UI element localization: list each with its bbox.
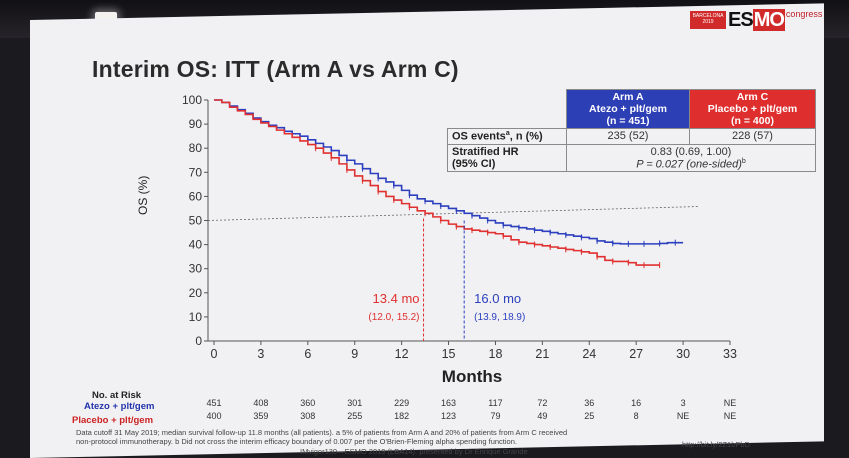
risk-count: 360 — [300, 398, 316, 408]
footnote-3: IMvigor130—ESMO 2019 (LBA14): presented … — [300, 447, 528, 456]
logo-name-hl: MO — [752, 8, 785, 31]
x-tick-label: 9 — [351, 347, 358, 361]
risk-count: NE — [723, 411, 737, 421]
risk-count: 255 — [347, 411, 363, 421]
atezo-median-label: 16.0 mo — [474, 291, 521, 306]
risk-count: 36 — [584, 398, 595, 408]
risk-count: NE — [676, 411, 690, 421]
y-tick-label: 60 — [189, 189, 203, 203]
risk-arm-c-label: Placebo + plt/gem — [72, 415, 154, 426]
x-tick-label: 6 — [304, 347, 311, 361]
risk-count: 359 — [253, 411, 269, 421]
logo-badge: BARCELONA 2019 — [690, 11, 726, 29]
risk-count: 301 — [347, 398, 363, 408]
x-tick-label: 12 — [395, 347, 409, 361]
risk-arm-a-label: Atezo + plt/gem — [84, 401, 155, 412]
risk-count: 123 — [441, 411, 457, 421]
x-tick-label: 33 — [723, 347, 737, 361]
placebo-median-label: 13.4 mo — [373, 291, 420, 306]
placebo-median-ci: (12.0, 15.2) — [368, 312, 419, 323]
y-tick-label: 0 — [195, 334, 202, 348]
risk-count: 182 — [394, 411, 410, 421]
footnote-url: http://bit.ly/2Z1bPbD — [682, 440, 750, 449]
os-events-arm-c: 228 (57) — [689, 128, 816, 145]
os-events-arm-a: 235 (52) — [566, 128, 690, 145]
ceiling-light — [95, 12, 117, 22]
risk-table-header: No. at Risk — [92, 390, 142, 401]
risk-count: 49 — [537, 411, 548, 421]
x-tick-label: 18 — [489, 347, 503, 361]
footnote-2: non-protocol immunotherapy. b Did not cr… — [76, 437, 517, 446]
risk-count: 308 — [300, 411, 316, 421]
risk-count: 16 — [631, 398, 642, 408]
median-reference-line — [207, 206, 699, 221]
risk-count: 117 — [488, 398, 503, 408]
x-tick-label: 24 — [582, 347, 596, 361]
hr-value: 0.83 (0.69, 1.00) P = 0.027 (one-sided)b — [566, 143, 816, 173]
risk-count: 400 — [206, 411, 222, 421]
risk-count: 8 — [633, 411, 639, 421]
y-tick-label: 30 — [189, 262, 203, 276]
atezo-median-ci: (13.9, 18.9) — [474, 312, 525, 323]
arm-c-header: Arm C Placebo + plt/gem (n = 400) — [689, 89, 816, 129]
slide-title: Interim OS: ITT (Arm A vs Arm C) — [92, 56, 459, 82]
risk-count: 408 — [253, 398, 269, 408]
x-tick-label: 3 — [257, 347, 264, 361]
risk-count: 163 — [441, 398, 457, 408]
y-tick-label: 20 — [189, 286, 203, 300]
y-tick-label: 40 — [189, 238, 203, 252]
y-tick-label: 80 — [189, 141, 203, 155]
risk-count: 3 — [680, 398, 686, 408]
os-events-label: OS eventsa, n (%) — [447, 128, 567, 145]
placebo-survival-curve — [214, 99, 660, 266]
x-tick-label: 15 — [442, 347, 456, 361]
risk-count: 79 — [490, 411, 501, 421]
y-tick-label: 100 — [182, 93, 202, 107]
logo-name-pre: ES — [728, 8, 754, 31]
hr-label: Stratified HR (95% CI) — [447, 143, 567, 173]
x-tick-label: 27 — [629, 347, 643, 361]
risk-count: NE — [723, 398, 737, 408]
summary-table: Arm A Atezo + plt/gem (n = 451) Arm C Pl… — [447, 89, 816, 173]
y-tick-label: 10 — [189, 310, 203, 324]
risk-count: 25 — [584, 411, 595, 421]
logo-suffix: congress — [785, 9, 823, 19]
x-axis-label: Months — [442, 367, 502, 386]
x-tick-label: 0 — [211, 347, 218, 361]
y-tick-label: 50 — [189, 214, 203, 228]
risk-count: 229 — [394, 398, 410, 408]
arm-a-header: Arm A Atezo + plt/gem (n = 451) — [566, 89, 690, 129]
footnote-1: Data cutoff 31 May 2019; median survival… — [76, 428, 568, 437]
x-tick-label: 21 — [535, 347, 549, 361]
y-tick-label: 70 — [189, 165, 203, 179]
x-tick-label: 30 — [676, 347, 690, 361]
esmo-logo: BARCELONA 2019 ESMO congress — [690, 8, 823, 31]
risk-count: 72 — [537, 398, 548, 408]
y-tick-label: 90 — [189, 117, 203, 131]
risk-count: 451 — [206, 398, 222, 408]
